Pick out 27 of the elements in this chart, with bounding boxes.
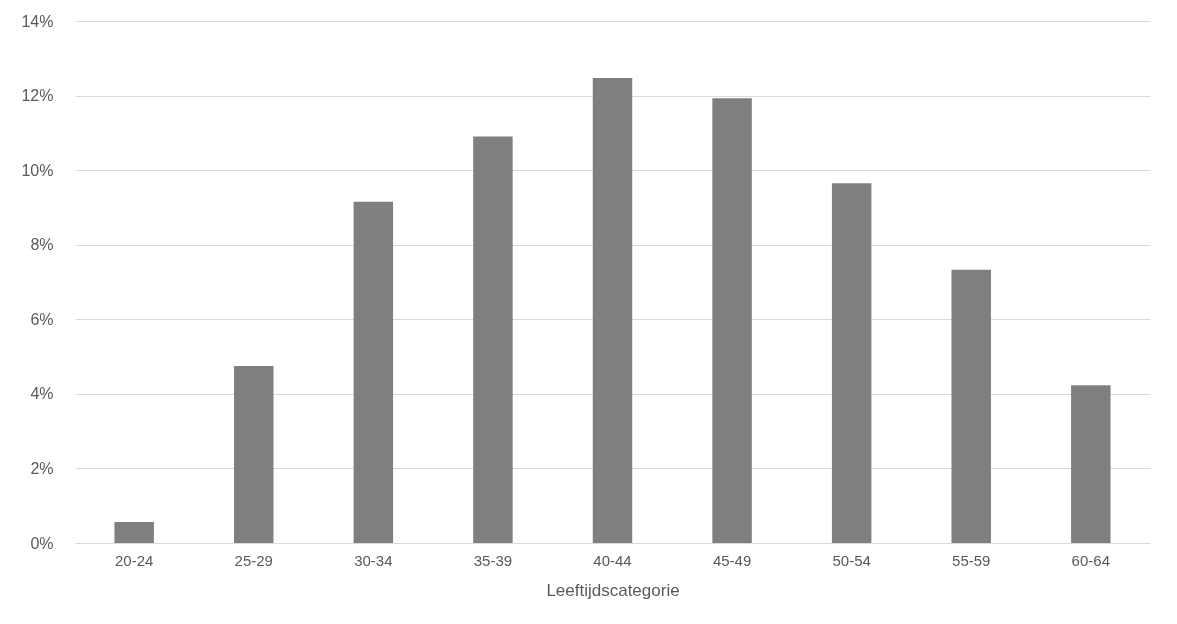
y-tick-label: 8% <box>30 236 54 254</box>
x-tick-label: 35-39 <box>473 551 513 569</box>
bar <box>114 522 154 543</box>
x-tick-label: 60-64 <box>1071 551 1110 569</box>
bar <box>951 269 991 543</box>
bar <box>473 136 513 543</box>
y-tick-label: 10% <box>21 161 54 179</box>
y-tick-label: 4% <box>30 385 54 403</box>
x-tick-label: 20-24 <box>115 551 154 569</box>
x-tick-label: 25-29 <box>234 551 273 569</box>
bar <box>234 365 274 543</box>
x-tick-label: 40-44 <box>593 551 632 569</box>
x-tick-label: 50-54 <box>832 551 871 569</box>
bar <box>592 78 633 543</box>
x-tick-label: 30-34 <box>354 551 393 569</box>
x-tick-label: 45-49 <box>712 551 752 569</box>
x-tick-label: 55-59 <box>952 551 991 569</box>
x-axis-title: Leeftijdscategorie <box>546 580 680 600</box>
y-tick-label: 12% <box>21 87 54 105</box>
bar <box>1071 385 1111 543</box>
y-tick-label: 6% <box>30 310 54 328</box>
y-tick-label: 14% <box>21 12 54 30</box>
bar <box>831 183 872 543</box>
bar <box>712 98 752 543</box>
y-tick-label: 0% <box>30 534 54 552</box>
bar <box>353 201 394 543</box>
y-tick-label: 2% <box>30 459 54 477</box>
